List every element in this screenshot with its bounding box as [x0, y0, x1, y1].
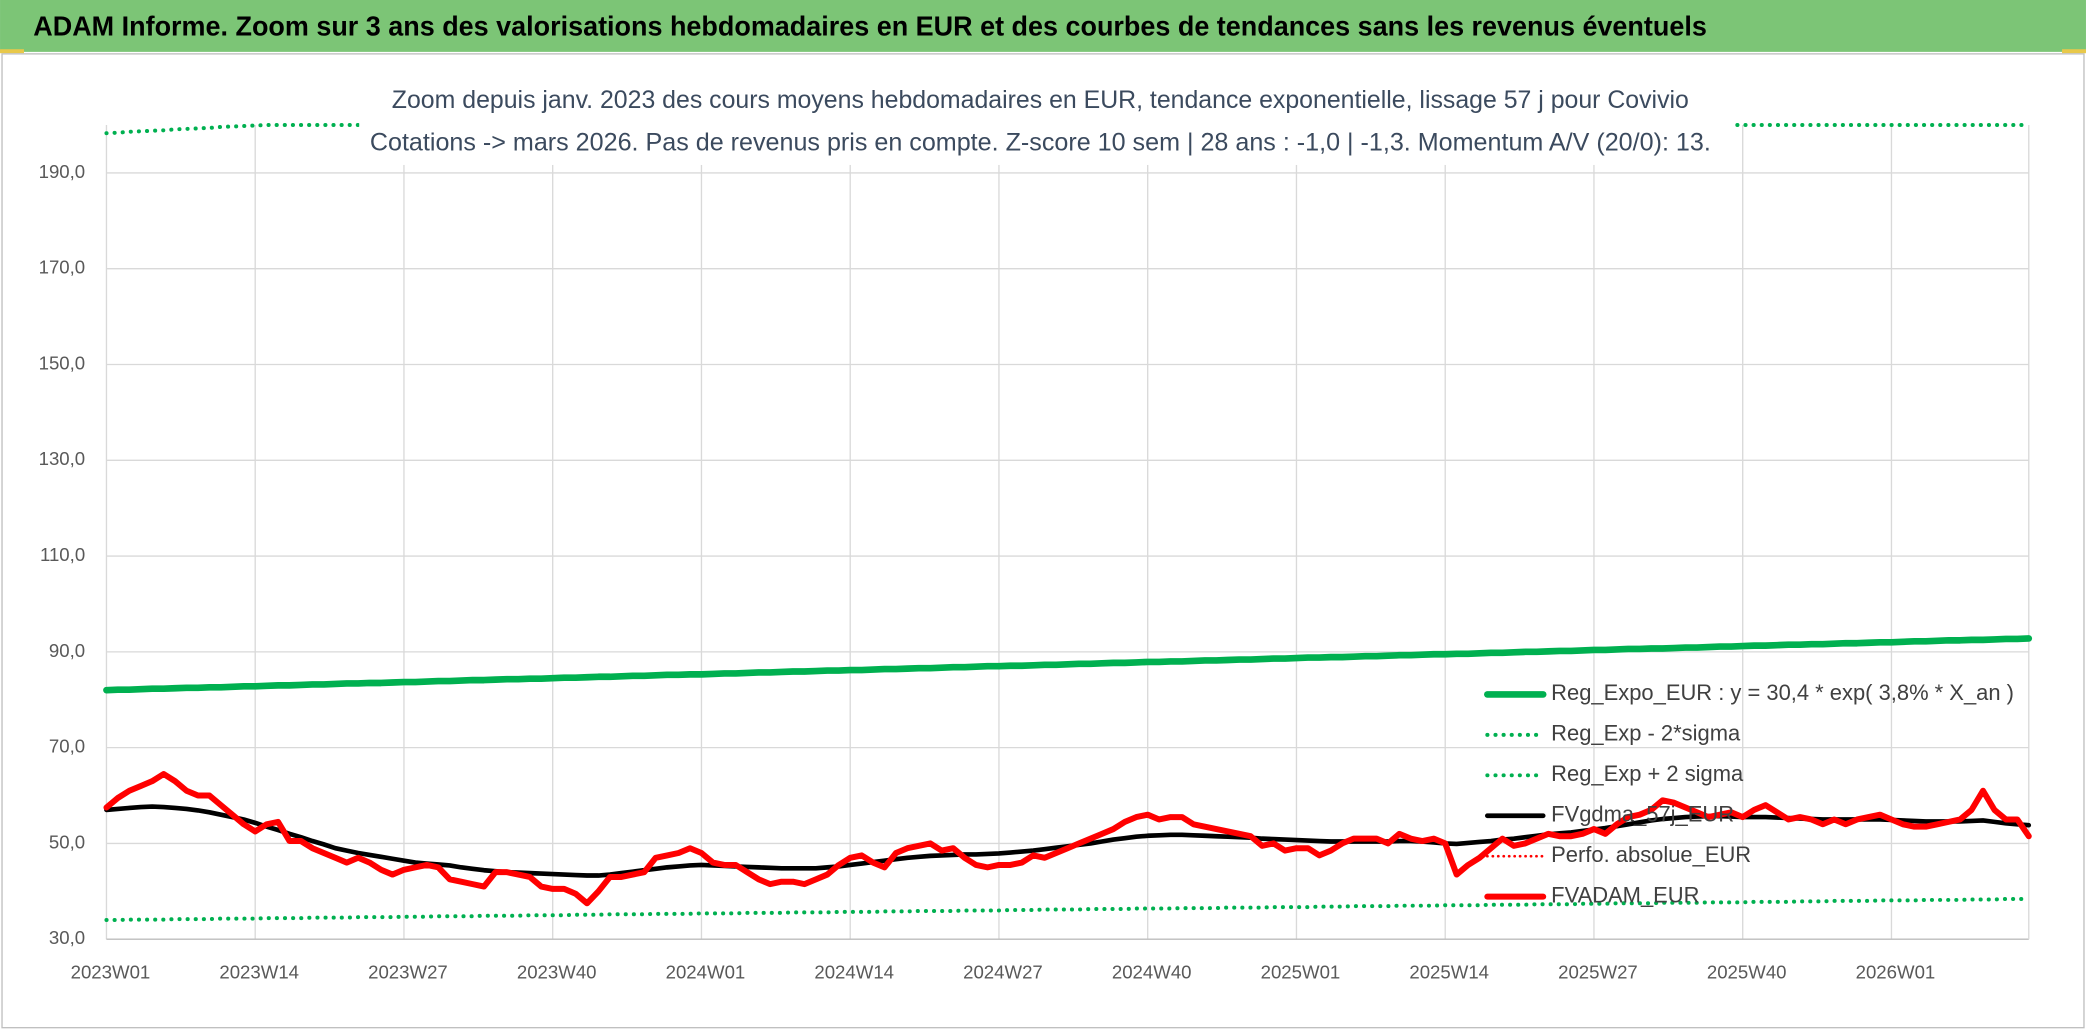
x-tick-label: 2025W27 — [1558, 962, 1638, 983]
legend-label: Perfo. absolue_EUR — [1551, 842, 1751, 867]
header-title: ADAM Informe. Zoom sur 3 ans des valoris… — [33, 10, 1707, 41]
x-tick-label: 2025W40 — [1707, 962, 1787, 983]
y-tick-label: 50,0 — [49, 831, 85, 852]
legend-label: FVADAM_EUR — [1551, 882, 1699, 907]
y-tick-label: 70,0 — [49, 736, 85, 757]
chart-title-box: Zoom depuis janv. 2023 des cours moyens … — [359, 79, 1733, 165]
x-tick-label: 2024W14 — [814, 962, 894, 983]
chart-frame — [1, 53, 2085, 1029]
x-tick-label: 2024W27 — [963, 962, 1043, 983]
x-tick-label: 2023W40 — [517, 962, 597, 983]
y-tick-label: 190,0 — [39, 161, 86, 182]
header-accent — [0, 49, 24, 54]
x-tick-label: 2026W01 — [1856, 962, 1936, 983]
y-tick-label: 130,0 — [39, 448, 86, 469]
series-line — [103, 770, 2032, 907]
plot-lines — [103, 123, 2033, 923]
legend-label: Reg_Exp + 2 sigma — [1551, 761, 1744, 786]
chart-subtitle: Cotations -> mars 2026. Pas de revenus p… — [370, 128, 1711, 156]
y-tick-label: 110,0 — [40, 544, 85, 565]
legend-label: Reg_Exp - 2*sigma — [1551, 721, 1741, 746]
legend: Reg_Expo_EUR : y = 30,4 * exp( 3,8% * X_… — [1484, 680, 2014, 907]
x-tick-label: 2024W40 — [1112, 962, 1192, 983]
y-tick-label: 150,0 — [39, 352, 86, 373]
legend-label: FVgdma_57j_EUR — [1551, 802, 1734, 827]
series-line — [103, 635, 2033, 694]
y-tick-label: 170,0 — [39, 257, 86, 278]
x-tick-label: 2023W14 — [219, 962, 299, 983]
x-tick-label: 2023W27 — [368, 962, 448, 983]
grid: 30,0 50,0 70,0 90,0 110,0 130,0 150,0 170,0 190,… — [39, 125, 2030, 983]
legend-label: Reg_Expo_EUR : y = 30,4 * exp( 3,8% * X_… — [1551, 680, 2014, 705]
y-tick-label: 90,0 — [49, 640, 85, 661]
x-tick-label: 2025W01 — [1261, 962, 1341, 983]
x-tick-label: 2024W01 — [666, 962, 746, 983]
chart-title: Zoom depuis janv. 2023 des cours moyens … — [392, 86, 1689, 114]
x-tick-label: 2023W01 — [71, 962, 151, 983]
header-band — [0, 0, 2086, 52]
title-background — [359, 79, 1733, 165]
x-tick-label: 2025W14 — [1409, 962, 1489, 983]
header-accent — [2062, 49, 2086, 54]
y-tick-label: 30,0 — [49, 927, 85, 948]
